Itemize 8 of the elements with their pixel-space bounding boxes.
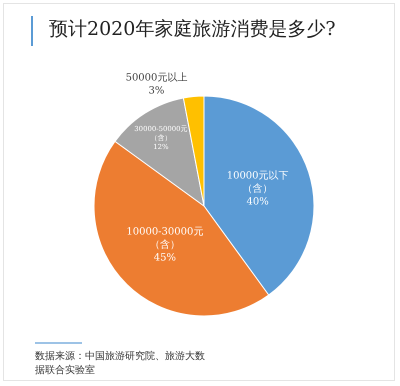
data-label: 3% — [148, 86, 164, 97]
slice-label: 10000-30000元（含） — [126, 226, 204, 251]
data-label: 45% — [154, 252, 176, 264]
chart-title: 预计2020年家庭旅游消费是多少? — [49, 17, 336, 42]
slice-label: 10000元以下（含） — [226, 170, 289, 195]
slice-label: 50000元以上 — [126, 72, 188, 84]
source-note: 数据来源：中国旅游研究院、旅游大数据联合实验室 — [35, 350, 205, 378]
data-label: 40% — [246, 196, 269, 208]
